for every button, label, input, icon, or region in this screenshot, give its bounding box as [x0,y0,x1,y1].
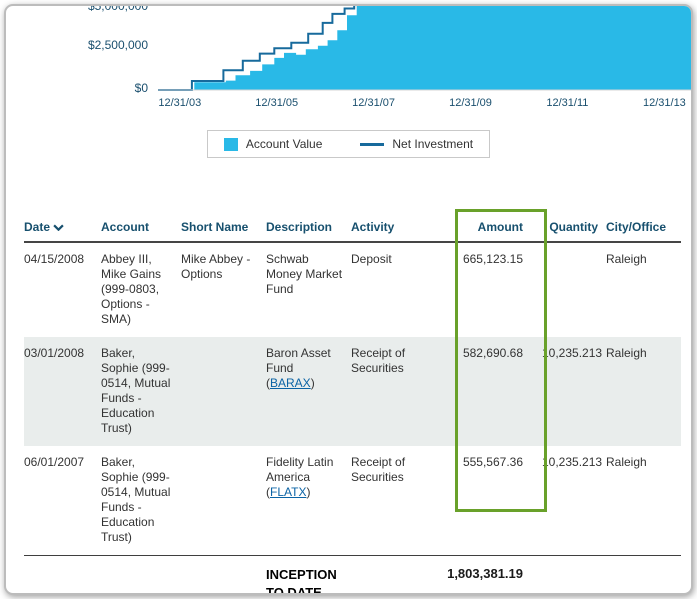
inception-total-label: INCEPTION TO DATE TOTAL NET FLOW [266,554,351,593]
transactions-table: Date Account Short Name Description Acti… [24,214,681,593]
account-value-chart: 12/31/03 12/31/05 12/31/07 12/31/09 12/31/11… [158,6,691,109]
table-row: 04/15/2008 Abbey III, Mike Gains (999-08… [24,242,681,337]
column-header-short-name[interactable]: Short Name [181,214,266,243]
description-suffix: ) [306,485,311,499]
amount-cell: 582,690.68 [462,346,523,360]
svg-text:12/31/03: 12/31/03 [158,97,201,109]
description-cell: Fidelity Latin America (FLATX) [266,446,351,556]
quantity-cell [542,242,602,337]
activity-cell: Receipt of Securities [351,455,406,484]
y-axis-tick-label: $0 [134,81,148,95]
footer-empty-cell [602,554,681,593]
column-header-activity[interactable]: Activity [351,214,439,243]
footer-empty-cell [181,554,266,593]
city-office-cell: Raleigh [606,346,647,360]
svg-text:12/31/13: 12/31/13 [643,97,686,109]
account-cell: Abbey III, Mike Gains (999-0803, Options… [101,252,162,326]
description-suffix: ) [310,376,315,390]
column-header-date[interactable]: Date [24,214,101,243]
chart-legend: Account Value Net Investment [206,130,491,158]
activity-cell: Receipt of Securities [351,346,406,375]
y-axis-tick-label: $5,000,000 [87,4,148,13]
column-header-city-office[interactable]: City/Office [602,214,681,243]
table-row: 03/01/2008 Baker, Sophie (999-0514, Mutu… [24,337,681,446]
footer-empty-cell [542,554,602,593]
description-cell: Schwab Money Market Fund [266,242,351,337]
table-row: 06/01/2007 Baker, Sophie (999-0514, Mutu… [24,446,681,556]
short-name-cell: Mike Abbey - Options [181,252,251,281]
column-header-account[interactable]: Account [101,214,181,243]
inception-total-amount: 1,803,381.19 [439,554,542,593]
footer-empty-cell [101,554,181,593]
table-header-row: Date Account Short Name Description Acti… [24,214,681,243]
account-value-chart-section: $5,000,000 $2,500,000 $0 12/31/03 12/31/0… [6,6,691,112]
column-header-description[interactable]: Description [266,214,351,243]
description-cell: Baron Asset Fund (BARAX) [266,337,351,446]
svg-text:12/31/09: 12/31/09 [449,97,492,109]
y-axis-tick-label: $2,500,000 [87,38,148,52]
footer-empty-cell [24,554,101,593]
date-cell: 06/01/2007 [24,455,85,469]
date-cell: 03/01/2008 [24,346,85,360]
footer-empty-cell [351,554,439,593]
svg-text:12/31/07: 12/31/07 [352,97,395,109]
svg-text:12/31/05: 12/31/05 [255,97,298,109]
sort-descending-icon [53,224,64,232]
short-name-cell [181,446,266,556]
account-value-area-swatch-icon [223,137,238,151]
legend-label-account-value: Account Value [245,137,323,151]
report-window: $5,000,000 $2,500,000 $0 12/31/03 12/31/0… [4,4,693,595]
quantity-cell: 10,235.213 [542,455,603,469]
city-office-cell: Raleigh [606,252,647,266]
svg-text:12/31/11: 12/31/11 [546,97,588,109]
city-office-cell: Raleigh [606,455,647,469]
column-header-amount[interactable]: Amount [439,214,542,243]
amount-cell: 555,567.36 [462,455,523,469]
column-header-label: Date [24,220,51,234]
quantity-cell: 10,235.213 [542,346,603,360]
account-cell: Baker, Sophie (999-0514, Mutual Funds - … [101,455,171,544]
table-footer-row: INCEPTION TO DATE TOTAL NET FLOW 1,803,3… [24,554,681,593]
activity-cell: Deposit [351,252,392,266]
column-header-quantity[interactable]: Quantity [542,214,602,243]
security-symbol-link[interactable]: BARAX [270,376,311,390]
account-cell: Baker, Sophie (999-0514, Mutual Funds - … [101,346,171,435]
short-name-cell [181,337,266,446]
description-text: Schwab Money Market Fund [266,252,343,296]
transactions-table-section: Date Account Short Name Description Acti… [6,209,691,593]
net-investment-line-swatch-icon [360,142,385,146]
description-text: Fidelity Latin America ( [266,455,334,499]
description-text: Baron Asset Fund ( [266,346,331,390]
legend-label-net-investment: Net Investment [392,137,474,151]
amount-cell: 665,123.15 [462,252,523,266]
date-cell: 04/15/2008 [24,252,85,266]
security-symbol-link[interactable]: FLATX [270,485,307,499]
